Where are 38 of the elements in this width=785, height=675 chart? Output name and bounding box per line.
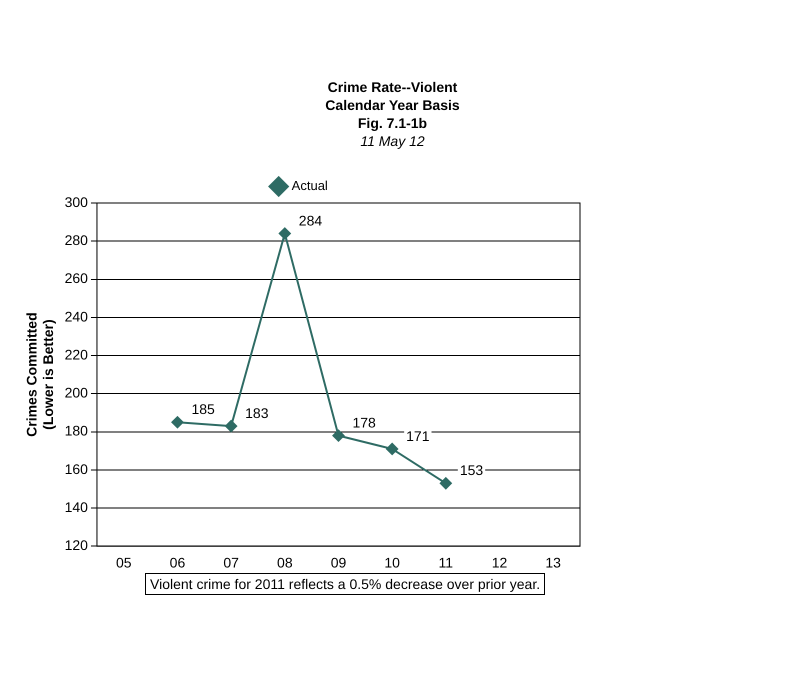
data-label: 183 xyxy=(245,404,269,421)
y-tick-label: 280 xyxy=(64,232,88,248)
x-tick-label: 11 xyxy=(438,554,454,570)
y-tick-label: 220 xyxy=(64,346,88,362)
y-tick-label: 180 xyxy=(64,422,88,439)
y-tick-label: 240 xyxy=(64,308,88,324)
text: 11 May 12 xyxy=(359,132,426,150)
data-label: 153 xyxy=(460,462,484,478)
y-tick-label: 160 xyxy=(64,460,88,477)
y-axis-title: Crimes Committed (Lower is Better) xyxy=(23,312,56,437)
x-tick-label: 12 xyxy=(492,554,508,570)
data-label: 284 xyxy=(298,212,322,228)
x-tick-label: 07 xyxy=(223,554,240,570)
x-tick-label: 06 xyxy=(170,554,186,570)
point xyxy=(225,420,238,432)
y-tick-label: 140 xyxy=(64,498,88,515)
x-tick-label: 10 xyxy=(384,554,400,570)
x-tick-label: 09 xyxy=(330,554,346,570)
chart-subtitle: Calendar Year Basis xyxy=(324,96,461,114)
y-tick-label: 300 xyxy=(64,194,88,210)
point xyxy=(332,430,344,442)
x-tick-label: 13 xyxy=(545,554,562,570)
data-label: 178 xyxy=(352,414,376,430)
legend-label: Actual xyxy=(292,178,328,194)
caption: Fig. 7.1-1b xyxy=(356,114,428,132)
point xyxy=(278,228,291,240)
y-tick-label: 260 xyxy=(64,270,88,286)
data-label: 185 xyxy=(191,401,216,418)
x-tick-label: 05 xyxy=(116,554,132,570)
point xyxy=(440,477,452,490)
point xyxy=(171,416,184,428)
x-tick-label: 08 xyxy=(277,554,293,570)
y-tick-label: 200 xyxy=(64,384,88,401)
data-label: 171 xyxy=(406,428,430,444)
text: Violent crime for 2011 reflects a 0.5% decrease over prior year. xyxy=(145,573,546,595)
chart-title: Crime Rate--Violent xyxy=(326,78,458,96)
point xyxy=(386,442,398,455)
y-tick-label: 120 xyxy=(64,537,88,554)
